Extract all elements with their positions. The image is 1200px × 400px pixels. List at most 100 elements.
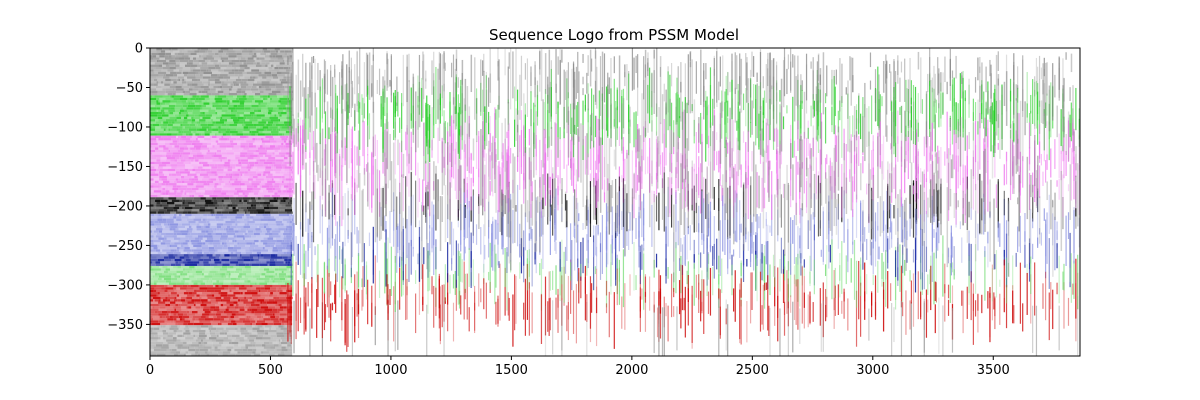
heatmap-cell bbox=[241, 175, 244, 179]
heatmap-cell bbox=[251, 206, 256, 210]
heatmap-cell bbox=[281, 287, 289, 290]
noise-streak bbox=[405, 131, 407, 151]
heatmap-cell bbox=[234, 230, 239, 233]
heatmap-cell bbox=[280, 102, 288, 105]
heatmap-cell bbox=[277, 192, 286, 195]
noise-streak bbox=[548, 136, 550, 195]
heatmap-cell bbox=[213, 202, 218, 205]
heatmap-cell bbox=[275, 346, 282, 349]
heatmap-cell bbox=[257, 76, 263, 79]
noise-streak bbox=[530, 169, 532, 218]
heatmap-cell bbox=[165, 247, 170, 250]
heatmap-cell bbox=[258, 121, 267, 124]
noise-streak bbox=[595, 66, 598, 109]
heatmap-cell bbox=[207, 64, 215, 67]
heatmap-cell bbox=[223, 59, 232, 63]
noise-streak bbox=[356, 226, 358, 244]
noise-streak bbox=[457, 250, 459, 305]
heatmap-cell bbox=[245, 313, 248, 316]
noise-streak bbox=[399, 205, 401, 264]
noise-streak bbox=[299, 80, 302, 112]
heatmap-cell bbox=[253, 114, 257, 117]
heatmap-cell bbox=[255, 64, 262, 67]
noise-streak bbox=[342, 196, 344, 220]
heatmap-cell bbox=[269, 81, 278, 84]
heatmap-cell bbox=[222, 353, 228, 356]
noise-streak bbox=[412, 246, 414, 257]
heatmap-cell bbox=[267, 310, 270, 314]
heatmap-cell bbox=[289, 213, 291, 217]
heatmap-cell bbox=[194, 275, 196, 278]
heatmap-cell bbox=[199, 206, 206, 210]
noise-streak bbox=[429, 250, 431, 291]
heatmap-cell bbox=[201, 133, 205, 136]
heatmap-cell bbox=[251, 332, 258, 335]
noise-streak bbox=[406, 54, 408, 135]
heatmap-cell bbox=[165, 268, 170, 271]
heatmap-cell bbox=[288, 249, 293, 252]
heatmap-cell bbox=[184, 48, 192, 51]
heatmap-cell bbox=[223, 93, 229, 96]
noise-streak bbox=[356, 271, 358, 301]
heatmap-cell bbox=[272, 152, 275, 155]
noise-streak bbox=[574, 222, 576, 239]
heatmap-cell bbox=[277, 116, 287, 120]
noise-streak bbox=[406, 278, 408, 320]
noise-streak bbox=[552, 300, 554, 355]
heatmap-cell bbox=[212, 55, 219, 58]
heatmap-cell bbox=[274, 152, 279, 155]
noise-streak bbox=[365, 52, 368, 97]
heatmap-cell bbox=[258, 147, 266, 150]
heatmap-cell bbox=[218, 69, 224, 72]
heatmap-cell bbox=[194, 135, 198, 139]
heatmap-cell bbox=[185, 78, 192, 82]
heatmap-cell bbox=[175, 171, 180, 174]
noise-streak bbox=[376, 79, 378, 94]
heatmap-cell bbox=[181, 85, 190, 89]
noise-streak bbox=[561, 207, 563, 221]
heatmap-cell bbox=[201, 218, 203, 221]
heatmap-cell bbox=[203, 341, 208, 345]
heatmap-cell bbox=[192, 154, 197, 157]
heatmap-cell bbox=[200, 95, 209, 98]
heatmap-cell bbox=[215, 116, 221, 120]
heatmap-cell bbox=[225, 308, 229, 311]
heatmap-cell bbox=[150, 211, 157, 214]
heatmap-cell bbox=[173, 254, 178, 257]
heatmap-cell bbox=[170, 310, 179, 314]
heatmap-cell bbox=[279, 306, 284, 309]
heatmap-cell bbox=[258, 258, 267, 262]
heatmap-cell bbox=[166, 244, 170, 248]
heatmap-cell bbox=[233, 284, 242, 288]
heatmap-cell bbox=[227, 109, 231, 112]
heatmap-cell bbox=[283, 95, 289, 98]
heatmap-cell bbox=[284, 353, 293, 356]
noise-streak bbox=[478, 194, 480, 207]
heatmap-cell bbox=[169, 351, 171, 354]
heatmap-cell bbox=[196, 90, 199, 94]
heatmap-cell bbox=[205, 337, 210, 340]
heatmap-cell bbox=[280, 341, 288, 345]
heatmap-cell bbox=[240, 247, 249, 250]
noise-streak bbox=[549, 81, 552, 122]
heatmap-cell bbox=[281, 322, 285, 326]
heatmap-cell bbox=[178, 111, 182, 115]
heatmap-cell bbox=[205, 329, 210, 333]
heatmap-cell bbox=[175, 268, 183, 271]
noise-streak bbox=[449, 274, 451, 294]
noise-streak bbox=[497, 61, 499, 81]
noise-streak bbox=[350, 69, 352, 85]
heatmap-cell bbox=[150, 100, 157, 103]
heatmap-cell bbox=[235, 223, 238, 226]
heatmap-cell bbox=[272, 66, 275, 70]
heatmap-cell bbox=[150, 168, 157, 172]
heatmap-cell bbox=[267, 237, 274, 240]
noise-streak bbox=[410, 223, 412, 274]
heatmap-cell bbox=[244, 334, 250, 338]
heatmap-cell bbox=[245, 268, 251, 271]
heatmap-cell bbox=[233, 152, 241, 155]
noise-streak bbox=[507, 154, 509, 213]
heatmap-cell bbox=[166, 218, 174, 221]
heatmap-cell bbox=[228, 228, 234, 231]
noise-streak bbox=[350, 128, 352, 148]
